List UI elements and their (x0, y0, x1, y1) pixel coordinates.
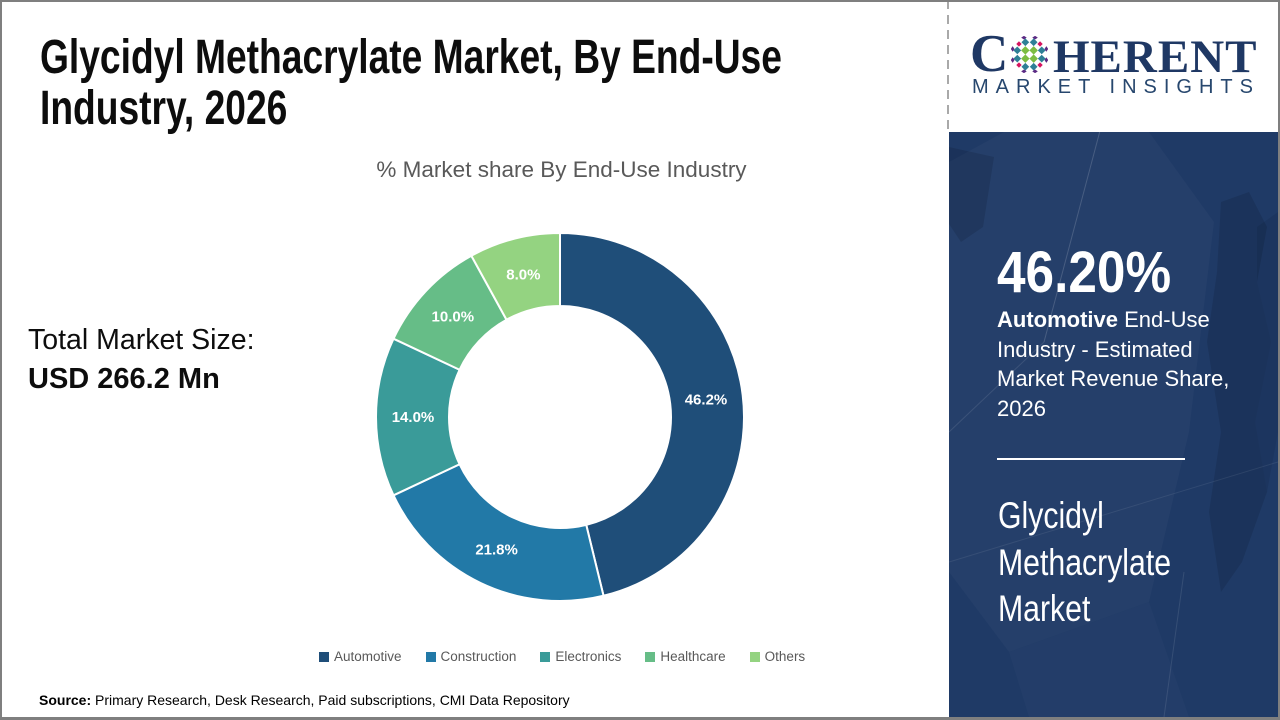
svg-text:21.8%: 21.8% (475, 542, 518, 559)
svg-text:10.0%: 10.0% (432, 308, 475, 325)
svg-text:8.0%: 8.0% (506, 267, 540, 284)
svg-text:14.0%: 14.0% (392, 409, 435, 426)
svg-text:46.2%: 46.2% (685, 392, 728, 409)
